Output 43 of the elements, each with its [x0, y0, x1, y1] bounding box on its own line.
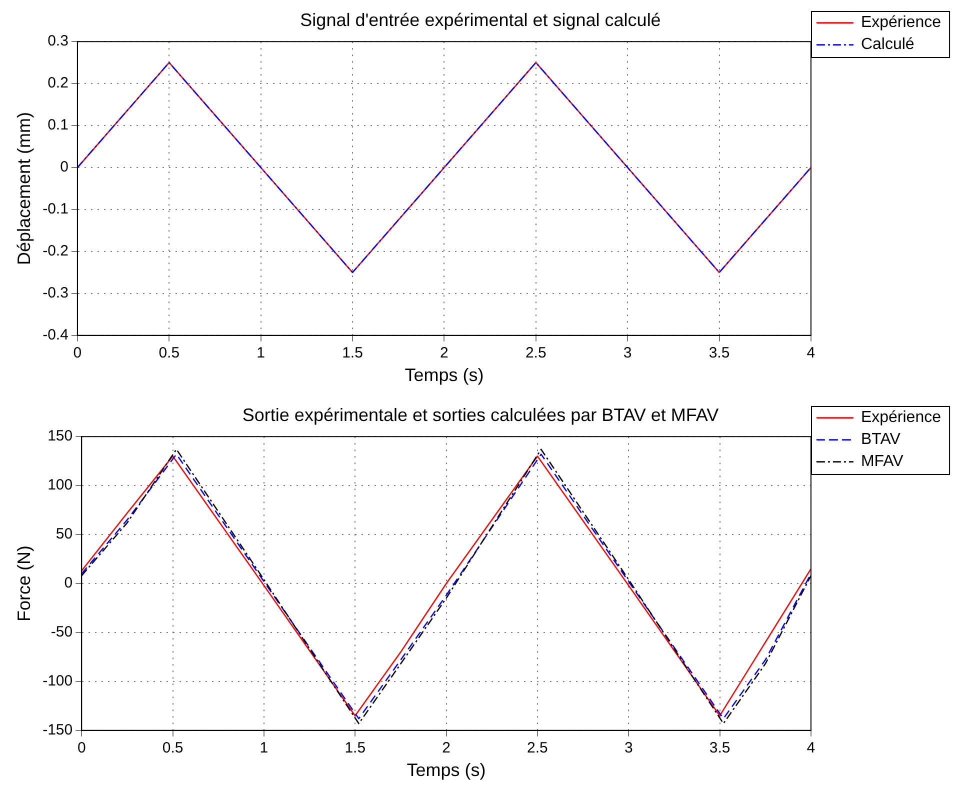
x-tick-label: 3.5: [709, 740, 730, 757]
x-tick-label: 3: [623, 344, 632, 362]
x-axis-title: Temps (s): [404, 365, 484, 386]
x-tick-label: 1: [256, 344, 265, 362]
y-tick-label: -0.4: [42, 326, 68, 344]
x-tick-label: 1.5: [342, 344, 363, 362]
y-tick-label: -0.2: [42, 242, 68, 260]
x-tick-label: 2.5: [525, 344, 546, 362]
x-tick-label: 1: [260, 740, 268, 757]
y-tick-label: 150: [48, 428, 73, 445]
legend-label: MFAV: [860, 453, 904, 470]
legend-label: Expérience: [860, 409, 942, 426]
legend-label: Expérience: [860, 14, 942, 32]
y-tick-label: 50: [56, 526, 73, 543]
x-tick-label: 2: [440, 344, 448, 362]
x-tick-label: 4: [806, 344, 816, 362]
x-tick-label: 1.5: [344, 740, 366, 757]
y-tick-label: 0.3: [48, 32, 68, 50]
y-tick-label: 0.2: [48, 74, 68, 92]
legend-label: BTAV: [860, 431, 901, 448]
x-tick-label: 2: [442, 740, 450, 757]
y-tick-label: -100: [42, 672, 73, 690]
x-tick-label: 3: [624, 740, 633, 757]
x-tick-label: 0: [77, 740, 86, 757]
y-axis-title: Force (N): [14, 546, 34, 622]
x-tick-label: 3.5: [708, 344, 730, 362]
x-tick-label: 0.5: [162, 740, 184, 757]
y-tick-label: -0.3: [42, 284, 68, 302]
y-tick-label: 100: [48, 476, 73, 494]
chart-title: Sortie expérimentale et sorties calculées par BTAV et MFAV: [242, 404, 719, 425]
y-tick-label: -150: [42, 722, 73, 739]
y-tick-label: -0.1: [42, 200, 68, 218]
x-tick-label: 0.5: [158, 344, 180, 362]
y-tick-label: -50: [50, 624, 73, 641]
chart-title: Signal d'entrée expérimental et signal calculé: [300, 10, 661, 30]
legend-label: Calculé: [860, 36, 914, 54]
y-tick-label: 0.1: [48, 116, 68, 134]
y-tick-label: 0: [64, 574, 73, 592]
x-axis-title: Temps (s): [406, 760, 486, 780]
y-tick-label: 0: [60, 158, 68, 176]
x-tick-label: 4: [806, 740, 816, 757]
y-axis-title: Déplacement (mm): [14, 112, 34, 266]
x-tick-label: 2.5: [527, 740, 548, 757]
